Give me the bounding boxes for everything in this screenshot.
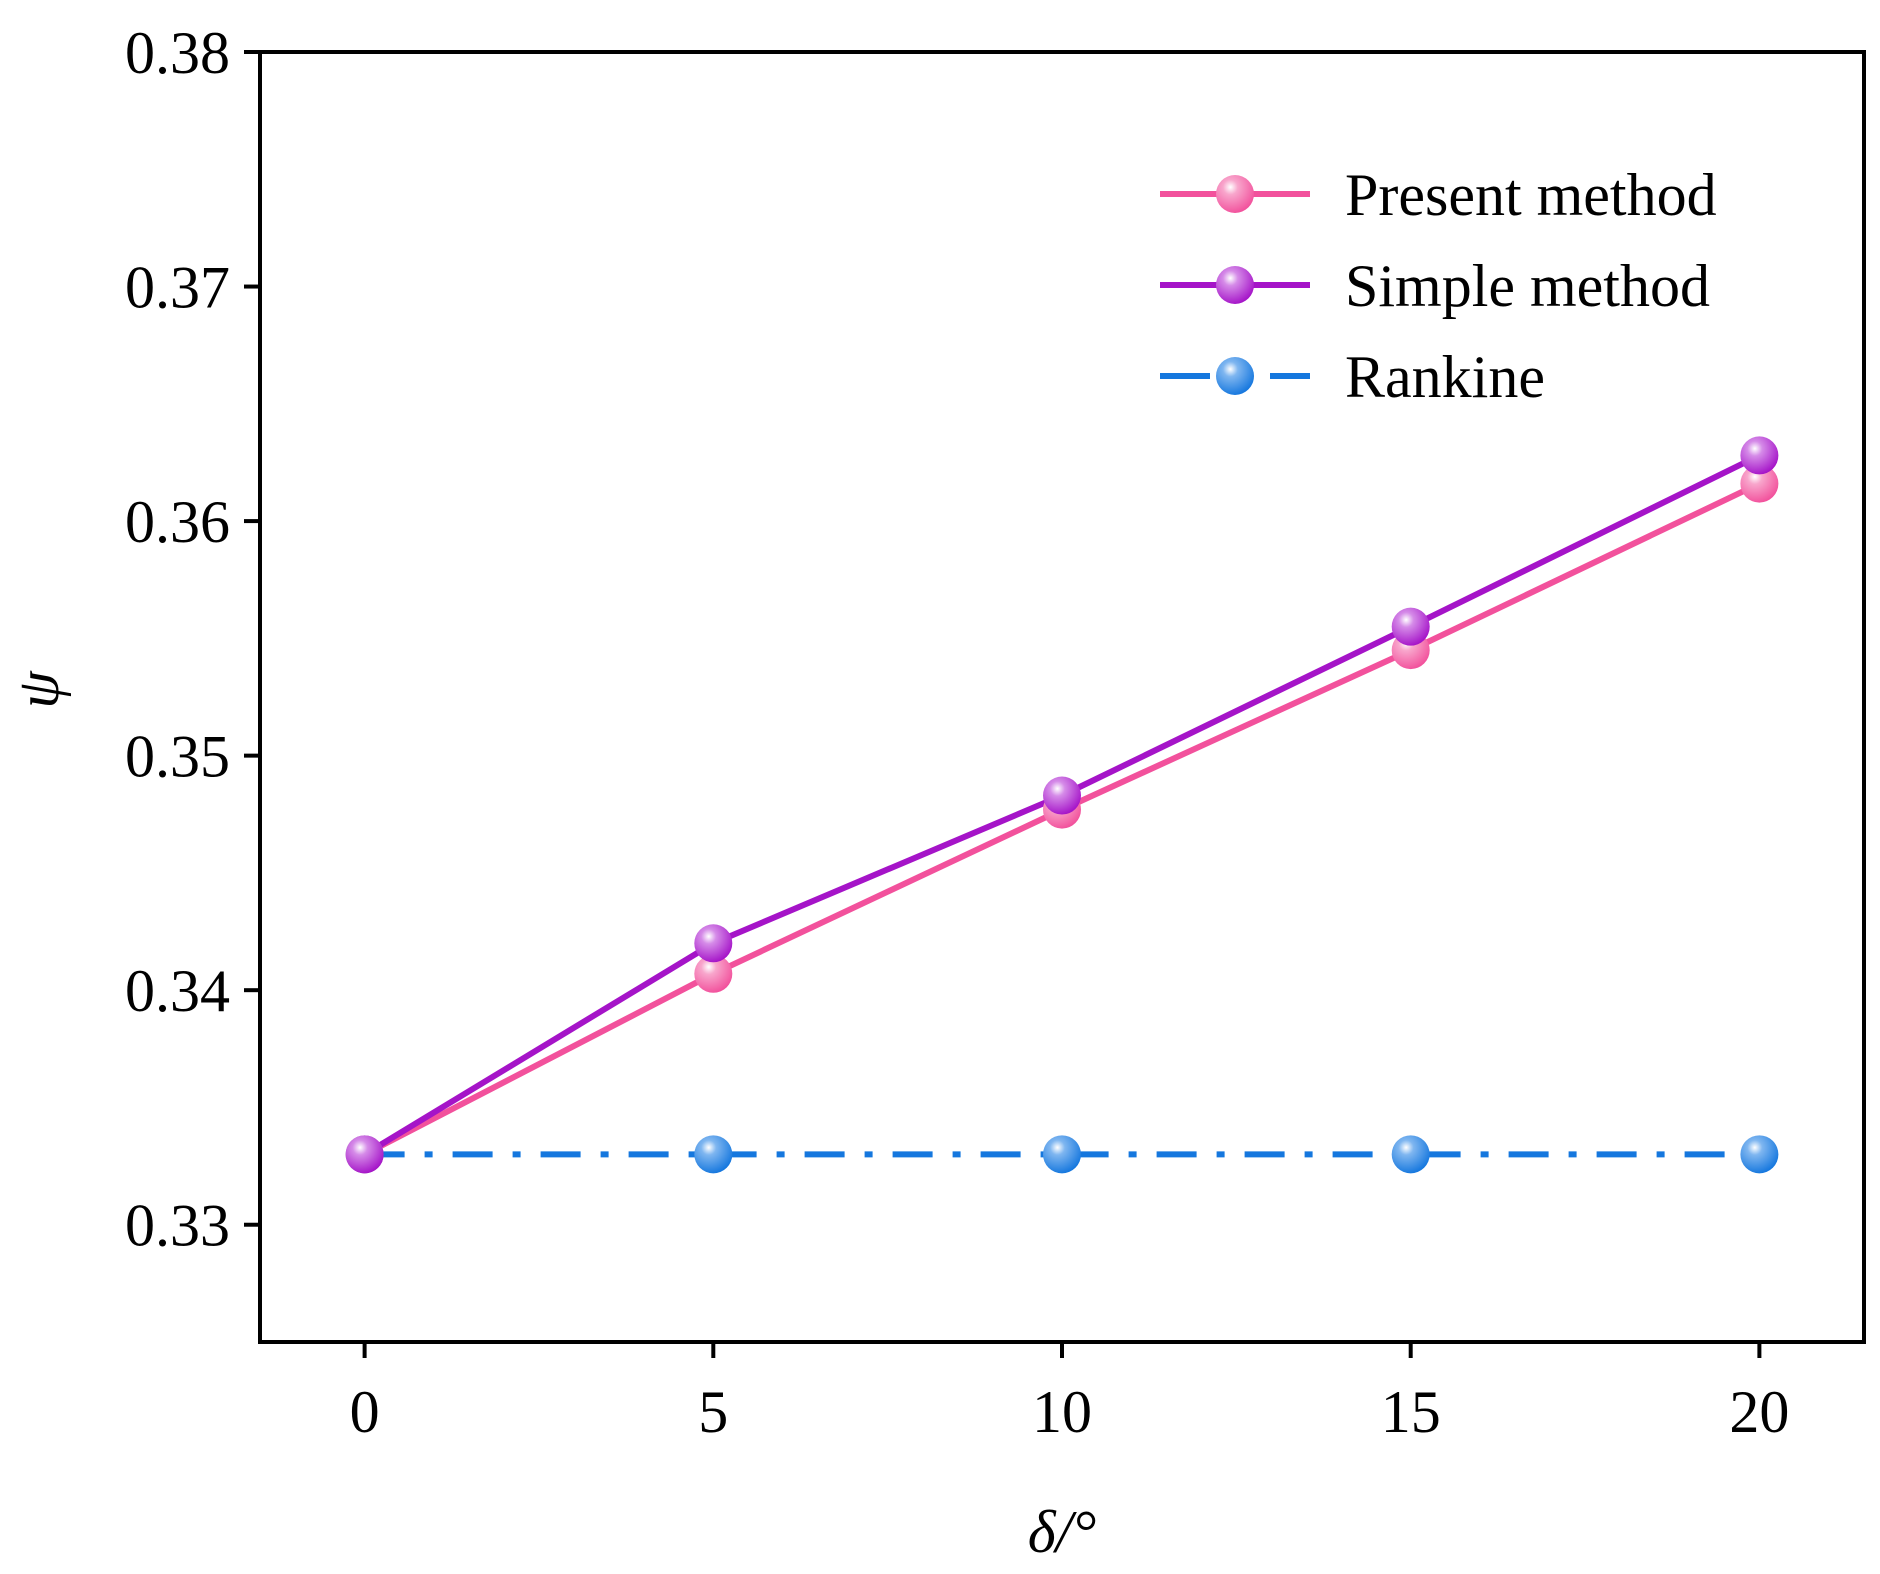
x-tick-label: 15 [1381, 1379, 1441, 1445]
plot-layer [345, 436, 1779, 1174]
legend: Present method Simple method Rankine [1160, 162, 1717, 410]
data-point [694, 924, 733, 963]
data-point [1740, 464, 1779, 503]
legend-label: Present method [1345, 162, 1717, 228]
data-point [1043, 776, 1081, 815]
legend-marker [1216, 357, 1254, 395]
y-tick-label: 0.33 [125, 1193, 230, 1259]
legend-label: Rankine [1345, 344, 1545, 410]
data-point [1043, 1135, 1081, 1174]
data-point [1391, 607, 1430, 646]
x-tick-label: 0 [350, 1379, 380, 1445]
y-tick-label: 0.36 [125, 489, 230, 555]
data-point [345, 1135, 384, 1174]
data-point [1740, 1135, 1779, 1174]
data-point [694, 1135, 733, 1174]
data-point [694, 954, 733, 993]
y-tick-label: 0.34 [125, 958, 230, 1024]
data-point [1391, 1135, 1430, 1174]
x-tick-label: 5 [698, 1379, 728, 1445]
y-tick-label: 0.38 [125, 20, 230, 86]
data-point [1740, 436, 1779, 475]
y-axis-ticks: 0.33 0.34 0.35 0.36 0.37 0.38 [125, 20, 260, 1259]
legend-marker [1216, 175, 1254, 213]
x-axis-label: δ/° [1028, 1499, 1097, 1565]
y-axis-label: ψ [5, 670, 71, 709]
x-axis-ticks: 0 5 10 15 20 [350, 1342, 1789, 1445]
x-tick-label: 10 [1032, 1379, 1092, 1445]
x-tick-label: 20 [1729, 1379, 1789, 1445]
legend-label: Simple method [1345, 253, 1710, 319]
legend-marker [1216, 266, 1254, 304]
y-tick-label: 0.37 [125, 255, 230, 321]
y-tick-label: 0.35 [125, 724, 230, 790]
